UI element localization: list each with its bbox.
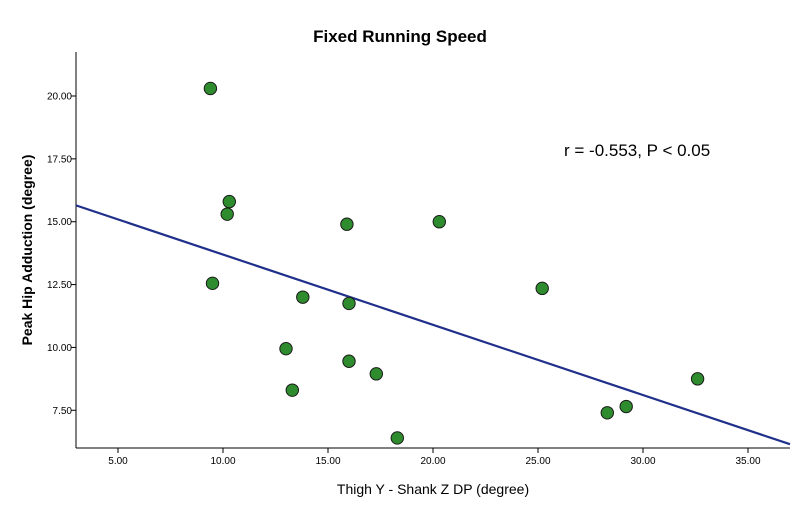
scatter-point: [342, 296, 356, 311]
y-tick-label: 12.50: [47, 280, 72, 291]
chart-title: Fixed Running Speed: [313, 27, 487, 46]
scatter-point: [222, 194, 237, 209]
x-axis-label: Thigh Y - Shank Z DP (degree): [337, 481, 529, 497]
scatter-point: [296, 290, 310, 304]
x-ticks: 5.00 10.00 15.00 20.00 25.00 30.00 35.00: [108, 448, 761, 467]
scatter-point: [619, 399, 633, 414]
y-tick-label: 20.00: [47, 92, 72, 103]
scatter-point: [369, 367, 383, 381]
y-ticks: 7.50 10.00 12.50 15.00 17.50 20.00: [47, 92, 76, 417]
scatter-point: [340, 217, 354, 231]
y-tick-label: 10.00: [47, 343, 72, 354]
regression-line: [75, 204, 791, 446]
scatter-point: [690, 372, 705, 386]
x-tick-label: 5.00: [108, 456, 128, 467]
correlation-annotation: r = -0.553, P < 0.05: [564, 141, 710, 160]
x-tick-label: 20.00: [420, 456, 445, 467]
scatter-point: [390, 431, 404, 445]
x-tick-label: 30.00: [630, 456, 655, 467]
axes: [75, 52, 790, 449]
scatter-point: [220, 207, 234, 221]
fit-line-group: [75, 204, 791, 446]
x-tick-label: 10.00: [210, 456, 235, 467]
y-axis-label: Peak Hip Adduction (degree): [19, 155, 35, 346]
data-points: [203, 81, 705, 445]
scatter-point: [205, 276, 220, 291]
y-tick-label: 15.00: [47, 217, 72, 228]
x-tick-label: 25.00: [525, 456, 550, 467]
scatter-point: [600, 406, 614, 420]
x-tick-label: 35.00: [735, 456, 760, 467]
scatter-point: [285, 383, 299, 397]
scatter-point: [203, 81, 218, 96]
y-tick-label: 7.50: [53, 406, 73, 417]
scatter-point: [432, 215, 446, 229]
y-tick-label: 17.50: [47, 154, 72, 165]
scatter-point: [535, 281, 549, 296]
scatter-point: [279, 341, 293, 356]
scatter-point: [342, 354, 356, 368]
x-tick-label: 15.00: [315, 456, 340, 467]
